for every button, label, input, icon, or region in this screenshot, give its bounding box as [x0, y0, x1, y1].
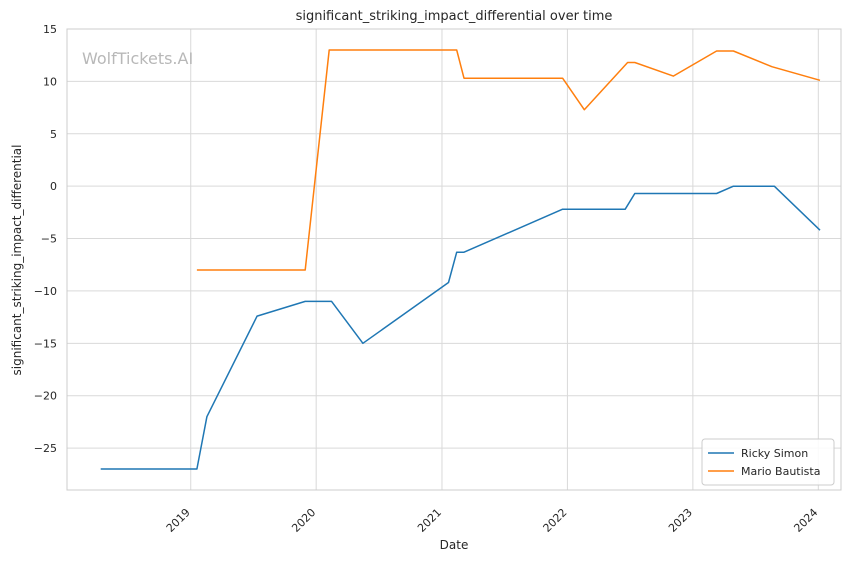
y-tick-label: −15 [34, 337, 57, 350]
y-tick-label: −20 [34, 390, 57, 403]
legend: Ricky Simon Mario Bautista [701, 438, 835, 486]
series-line-ricky-simon [100, 185, 821, 470]
y-tick-label: 15 [43, 23, 57, 36]
watermark-text: WolfTickets.AI [82, 49, 193, 68]
y-tick-label: 10 [43, 75, 57, 88]
series-line-mario-bautista [196, 49, 821, 271]
plot-frame [66, 28, 842, 491]
x-axis-label: Date [440, 538, 469, 552]
y-tick-label: −25 [34, 442, 57, 455]
y-axis-label: significant_striking_impact_differential [10, 145, 24, 376]
legend-label: Ricky Simon [741, 447, 808, 460]
legend-box [701, 438, 835, 486]
y-tick-label: −10 [34, 285, 57, 298]
series-lines [100, 49, 821, 470]
y-tick-label: 5 [50, 128, 57, 141]
y-tick-label: −5 [41, 233, 57, 246]
grid [67, 28, 841, 490]
chart-title: significant_striking_impact_differential… [296, 9, 613, 24]
y-tick-label: 0 [50, 180, 57, 193]
legend-label: Mario Bautista [741, 465, 820, 478]
